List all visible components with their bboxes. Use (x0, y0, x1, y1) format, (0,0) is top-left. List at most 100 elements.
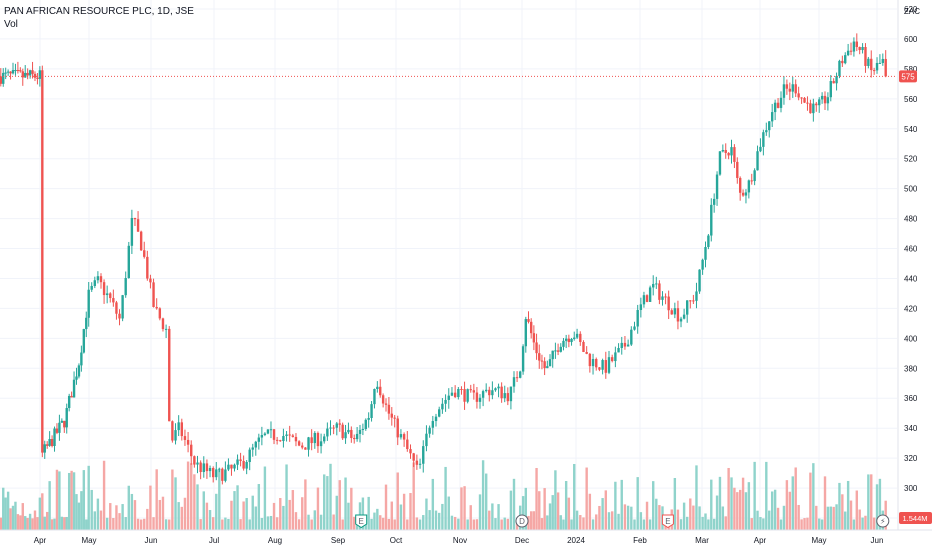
volume-bar (724, 516, 727, 530)
volume-bar (63, 517, 66, 530)
time-tick-label: Jun (871, 536, 884, 545)
candle-body (756, 151, 759, 171)
candle-body (875, 62, 879, 71)
volume-bar (756, 510, 759, 530)
candle-body (521, 346, 525, 372)
candle-body (509, 386, 513, 402)
candle-body (630, 329, 633, 345)
volume-bar (707, 519, 710, 530)
volume-bar (610, 511, 614, 530)
event-marker-label: ⚡ (880, 517, 886, 526)
candle-body (230, 464, 233, 469)
volume-bar (658, 505, 661, 530)
volume-bar (548, 503, 552, 530)
volume-bar (564, 481, 568, 530)
candle-body (692, 300, 695, 302)
volume-bar (579, 515, 582, 530)
volume-label: Vol (4, 19, 18, 30)
price-tick-label: 520 (904, 155, 918, 164)
volume-bar (585, 467, 588, 530)
volume-bar (338, 480, 341, 530)
candle-body (782, 84, 786, 98)
price-tick-label: 600 (904, 35, 918, 44)
volume-bar (196, 484, 199, 530)
volume-bar (251, 495, 254, 530)
volume-bar (524, 487, 527, 530)
volume-bar (744, 492, 748, 530)
volume-bar (102, 460, 106, 530)
candle-body (422, 446, 425, 464)
candle-body (93, 280, 97, 286)
candle-body (695, 291, 698, 301)
volume-bar (870, 474, 873, 530)
volume-bar (218, 469, 221, 530)
candle-body (800, 97, 803, 99)
volume-bar (304, 479, 307, 530)
candle-body (658, 283, 661, 300)
candle-body (768, 121, 771, 131)
event-marker[interactable]: ⚡ (876, 514, 890, 528)
volume-bar (506, 518, 510, 530)
volume-bar (164, 519, 168, 530)
event-marker[interactable]: E (661, 514, 674, 529)
volume-bar (143, 518, 146, 530)
candle-body (9, 71, 12, 74)
candle-body (704, 247, 707, 260)
candle-body (180, 422, 184, 437)
candle-body (823, 95, 827, 104)
candle-body (224, 469, 227, 481)
candle-body (607, 357, 611, 373)
volume-bar (180, 506, 184, 530)
time-tick-label: Jun (145, 536, 158, 545)
event-marker[interactable]: E (355, 514, 368, 529)
event-marker[interactable]: D (515, 514, 529, 528)
candle-body (733, 147, 736, 162)
candle-body (570, 338, 573, 343)
candle-body (794, 84, 797, 94)
volume-bar (797, 504, 800, 530)
candle-body (852, 41, 856, 52)
candle-body (155, 306, 158, 309)
volume-bar (500, 519, 503, 530)
candle-body (562, 340, 565, 347)
candle-body (361, 428, 365, 430)
candle-body (601, 360, 604, 370)
candle-body (835, 76, 838, 84)
candle-body (168, 328, 171, 422)
price-tick-label: 380 (904, 364, 918, 373)
event-marker-label: E (359, 517, 364, 526)
volume-bar (221, 519, 224, 530)
candle-body (269, 429, 273, 431)
candle-body (579, 333, 582, 342)
volume-bar (614, 481, 617, 530)
time-axis[interactable]: Apr May Jun Jul Aug Sep Oct Nov Dec 2024 Feb Mar Apr… (34, 536, 884, 545)
candle-body (381, 395, 385, 404)
price-axis[interactable]: 2803003203403603804004204404604805005205… (904, 5, 918, 523)
candle-body (670, 310, 673, 315)
price-tick-label: 440 (904, 274, 918, 283)
candle-body (738, 177, 742, 193)
volume-bar (387, 518, 391, 530)
candle-body (294, 436, 298, 442)
volume-bar (849, 500, 853, 530)
volume-bar (428, 510, 431, 530)
candle-body (460, 388, 463, 390)
candle-body (316, 432, 320, 447)
candle-body (364, 419, 367, 429)
candle-body (727, 152, 730, 156)
candle-body (639, 304, 643, 310)
candle-body (679, 318, 683, 322)
candle-body (370, 404, 373, 418)
volume-bar (469, 505, 472, 530)
time-tick-label: Oct (390, 536, 403, 545)
candle-body (393, 417, 396, 419)
candle-body (347, 429, 350, 433)
candle-body (341, 424, 344, 439)
candle-body (664, 296, 667, 298)
price-tick-label: 320 (904, 454, 918, 463)
time-tick-label: Aug (268, 536, 282, 545)
event-markers[interactable]: E D E ⚡ (355, 514, 890, 529)
candle-body (396, 418, 399, 438)
